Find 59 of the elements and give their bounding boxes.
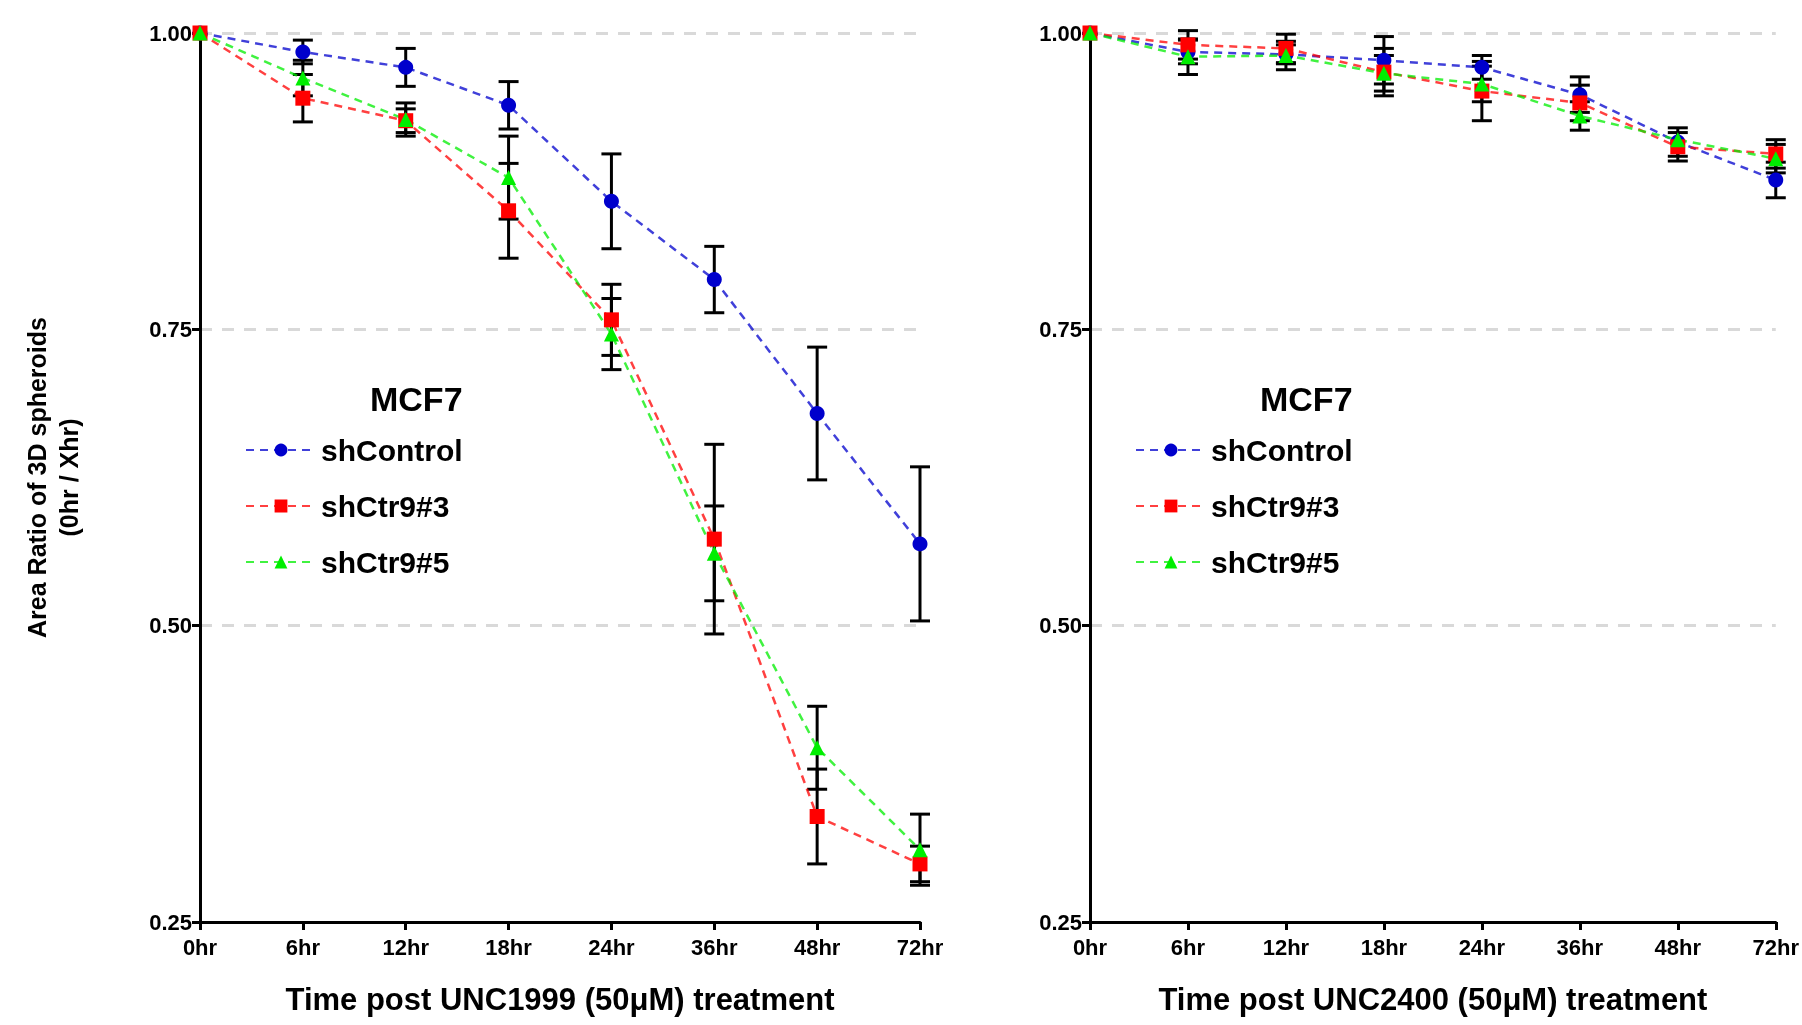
point <box>809 809 825 825</box>
legend-label: shCtr9#3 <box>1211 489 1340 523</box>
x-tick-label: 72hr <box>896 934 944 960</box>
x-tick-label: 24hr <box>588 934 636 960</box>
point <box>809 406 825 421</box>
point <box>912 536 928 552</box>
point <box>1572 95 1588 111</box>
x-axis-title: Time post UNC1999 (50μM) treatment <box>285 982 835 1017</box>
point <box>809 740 825 756</box>
x-tick-label: 12hr <box>1262 934 1310 960</box>
point <box>603 193 619 209</box>
y-axis-title: Area Ratio of 3D spheroids (0hr / Xhr) <box>23 317 83 638</box>
x-tick-label: 36hr <box>691 934 738 960</box>
y-tick-label: 0.50 <box>1039 613 1082 639</box>
x-tick-label: 18hr <box>485 934 533 960</box>
x-tick-label: 6hr <box>1170 934 1206 960</box>
point <box>501 97 517 113</box>
legend-label: shControl <box>321 433 463 467</box>
x-tick-label: 24hr <box>1458 934 1506 960</box>
y-tick-label: 0.25 <box>1039 909 1082 935</box>
x-tick-label: 6hr <box>285 934 321 960</box>
y-tick-label: 1.00 <box>1039 20 1082 46</box>
x-tick-label: 0hr <box>182 934 218 960</box>
legend-title: MCF7 <box>1260 380 1353 418</box>
x-tick-label: 12hr <box>382 934 430 960</box>
legend-label: shCtr9#5 <box>321 545 450 579</box>
point <box>912 842 928 858</box>
y-tick-label: 0.75 <box>149 316 192 342</box>
y-tick-label: 0.50 <box>149 613 192 639</box>
point <box>501 203 517 219</box>
point <box>706 531 722 547</box>
legend-label: shCtr9#5 <box>1211 545 1340 579</box>
point <box>603 312 619 328</box>
x-tick-label: 72hr <box>1752 934 1800 960</box>
point <box>1474 59 1490 75</box>
point <box>706 545 722 561</box>
point <box>1180 49 1196 65</box>
point <box>398 59 414 75</box>
x-tick-label: 18hr <box>1360 934 1408 960</box>
x-tick-label: 36hr <box>1556 934 1604 960</box>
y-tick-label: 0.25 <box>149 909 192 935</box>
legend-label: shCtr9#3 <box>321 489 450 523</box>
x-tick-label: 48hr <box>1654 934 1702 960</box>
point <box>1572 108 1588 124</box>
legend-label: shControl <box>1211 433 1353 467</box>
point <box>706 272 722 288</box>
x-tick-label: 48hr <box>793 934 841 960</box>
point <box>603 326 619 342</box>
x-axis-title: Time post UNC2400 (50μM) treatment <box>1158 982 1708 1017</box>
point <box>1474 76 1490 92</box>
x-tick-label: 0hr <box>1072 934 1108 960</box>
y-tick-label: 0.75 <box>1039 316 1082 342</box>
point <box>912 856 928 872</box>
point <box>1180 37 1196 53</box>
legend-title: MCF7 <box>370 380 463 418</box>
y-tick-label: 1.00 <box>149 20 192 46</box>
point <box>501 170 517 186</box>
point <box>295 70 311 86</box>
point <box>295 90 311 106</box>
